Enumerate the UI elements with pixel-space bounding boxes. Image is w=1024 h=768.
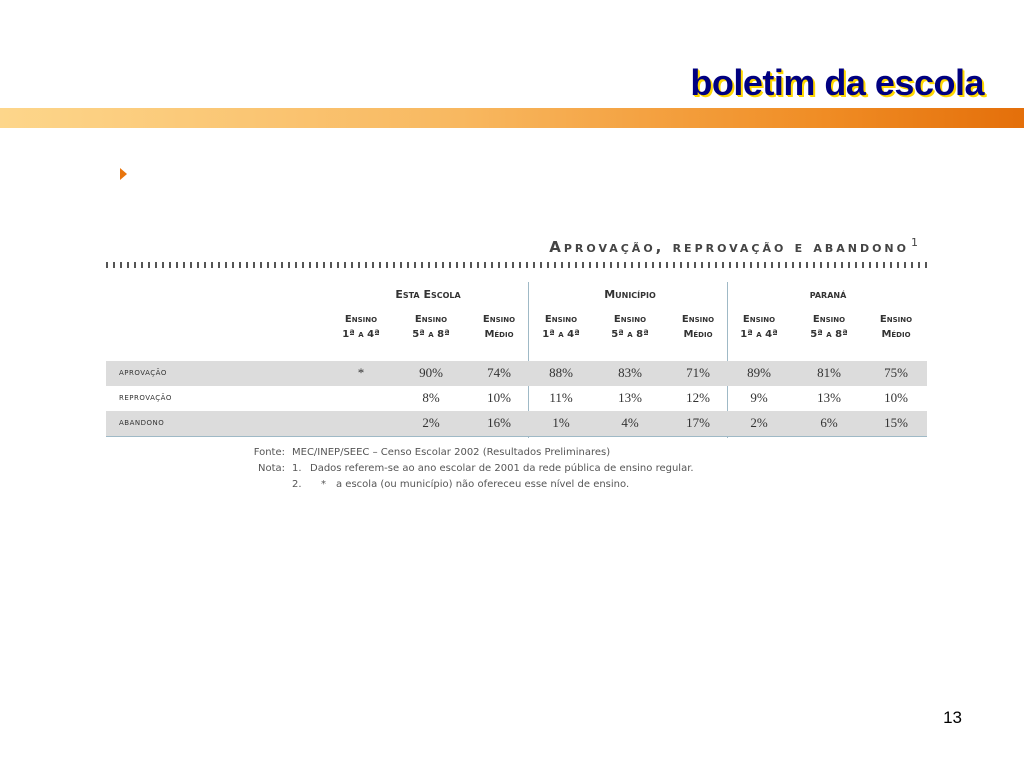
- table-cell: 1%: [552, 415, 570, 430]
- table-cell: 9%: [750, 390, 768, 405]
- row-label-reprovacao: reprovação: [119, 392, 172, 403]
- row-label-abandono: abandono: [119, 417, 165, 428]
- table-cell: 11%: [549, 390, 573, 405]
- group-title-municipio: Município: [604, 288, 656, 301]
- table-cell: 89%: [747, 365, 771, 380]
- table-cell: 17%: [686, 415, 710, 430]
- bullet-arrow-icon: [120, 168, 127, 180]
- table-heading-text: Aprovação, reprovação e abandono: [549, 238, 909, 256]
- row-label-aprovacao: aprovação: [119, 367, 167, 378]
- table-cell: 16%: [487, 415, 511, 430]
- table-row-aprovacao: [106, 361, 927, 386]
- table-cell: 13%: [618, 390, 642, 405]
- title-gradient-band: [0, 108, 1024, 128]
- nota-label: Nota:: [257, 463, 285, 474]
- table-cell: 83%: [618, 365, 642, 380]
- table-cell: 8%: [422, 390, 440, 405]
- table-cell: 81%: [817, 365, 841, 380]
- table-cell: 10%: [884, 390, 908, 405]
- column-header: Ensino 1ª a 4ª: [342, 314, 380, 340]
- table-cell: 6%: [820, 415, 838, 430]
- page-number: 13: [943, 708, 962, 727]
- table-cell: 2%: [750, 415, 768, 430]
- table-cell: 15%: [884, 415, 908, 430]
- nota1-text: Dados referem-se ao ano escolar de 2001 …: [310, 463, 694, 474]
- column-header: Ensino 5ª a 8ª: [810, 314, 848, 340]
- table-row-abandono: [106, 411, 927, 436]
- nota2-star: *: [321, 479, 326, 490]
- table-cell: 2%: [422, 415, 440, 430]
- column-header: Ensino 5ª a 8ª: [412, 314, 450, 340]
- slide-title: boletim da escola: [690, 62, 984, 103]
- table-cell: 75%: [884, 365, 908, 380]
- column-header: Ensino 1ª a 4ª: [740, 314, 778, 340]
- group-separator: [528, 282, 529, 438]
- fonte-label: Fonte:: [253, 447, 285, 458]
- column-header: Ensino Médio: [681, 314, 715, 340]
- group-title-parana: paraná: [809, 288, 847, 301]
- table-cell: 10%: [487, 390, 511, 405]
- column-header: Ensino 5ª a 8ª: [611, 314, 649, 340]
- table-bottom-rule: [106, 436, 927, 437]
- column-header: Ensino Médio: [879, 314, 913, 340]
- nota2-number: 2.: [292, 479, 302, 490]
- table-cell: 12%: [686, 390, 710, 405]
- table-cell: 74%: [487, 365, 511, 380]
- table-cell: 71%: [686, 365, 710, 380]
- table-heading-footnote: 1: [911, 236, 918, 249]
- dotted-divider: [106, 262, 928, 268]
- column-header: Ensino Médio: [482, 314, 516, 340]
- fonte-text: MEC/INEP/SEEC – Censo Escolar 2002 (Resu…: [292, 447, 611, 458]
- table-cell: 90%: [419, 365, 443, 380]
- nota1-number: 1.: [292, 463, 302, 474]
- table-heading: Aprovação, reprovação e abandono 1: [549, 236, 918, 256]
- nota2-text: a escola (ou município) não ofereceu ess…: [336, 479, 630, 490]
- column-header: Ensino 1ª a 4ª: [542, 314, 580, 340]
- table-cell: 4%: [621, 415, 639, 430]
- table-cell: *: [357, 365, 365, 380]
- table-cell: 13%: [817, 390, 841, 405]
- group-title-escola: Esta Escola: [395, 288, 461, 301]
- table-cell: 88%: [549, 365, 573, 380]
- group-separator: [727, 282, 728, 438]
